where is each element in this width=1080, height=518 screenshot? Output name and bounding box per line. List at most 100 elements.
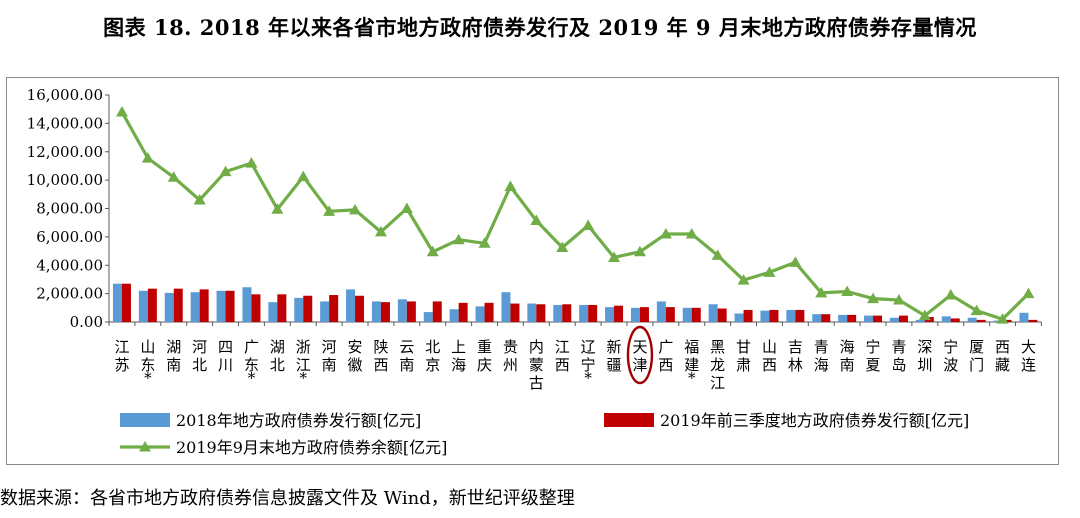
x-category-label-江西: 江西 bbox=[555, 338, 570, 374]
bar-2018-青海 bbox=[812, 314, 822, 322]
bar-2018-黑龙江 bbox=[708, 304, 718, 322]
x-category-label-黑龙江: 黑龙江 bbox=[710, 338, 725, 392]
legend-swatch-1 bbox=[604, 413, 654, 427]
y-tick-label: 4,000.00 bbox=[36, 256, 103, 274]
bar-2018-贵州 bbox=[501, 292, 511, 322]
bar-2019q3-河北 bbox=[199, 289, 209, 322]
x-category-mark: * bbox=[300, 369, 308, 387]
line-point-西藏 bbox=[996, 313, 1009, 324]
line-point-山西 bbox=[763, 266, 776, 277]
line-point-青海 bbox=[815, 286, 828, 298]
bar-2019q3-山东 bbox=[147, 288, 157, 322]
line-point-内蒙古 bbox=[530, 214, 543, 226]
bar-2018-河南 bbox=[320, 301, 330, 322]
line-point-陕西 bbox=[374, 225, 387, 237]
x-category-label-吉林: 吉林 bbox=[788, 338, 803, 374]
bar-2019q3-天津 bbox=[639, 307, 649, 322]
line-point-广西 bbox=[659, 228, 672, 239]
bar-2019q3-安徽 bbox=[355, 295, 365, 322]
bar-2019q3-宁波 bbox=[950, 318, 960, 322]
bar-2019q3-厦门 bbox=[976, 319, 986, 322]
bar-2019q3-四川 bbox=[225, 290, 235, 322]
x-category-label-山西: 山西 bbox=[762, 338, 777, 374]
bar-2018-安徽 bbox=[346, 289, 356, 322]
bar-2019q3-青海 bbox=[821, 314, 831, 322]
bar-2019q3-内蒙古 bbox=[536, 304, 546, 322]
bar-2018-湖南 bbox=[164, 292, 174, 322]
bar-2019q3-西藏 bbox=[1002, 319, 1012, 322]
bar-2018-北京 bbox=[423, 312, 433, 322]
x-category-label-云南: 云南 bbox=[399, 338, 414, 374]
bar-2018-云南 bbox=[397, 299, 407, 322]
x-category-label-青岛: 青岛 bbox=[891, 338, 906, 374]
y-tick-label: 16,000.00 bbox=[27, 86, 103, 104]
y-tick-label: 10,000.00 bbox=[27, 171, 103, 189]
line-point-甘肃 bbox=[737, 274, 750, 285]
legend-swatch-0 bbox=[120, 413, 170, 427]
x-category-label-天津: 天津 bbox=[632, 338, 647, 374]
legend-label-0: 2018年地方政府债券发行额[亿元] bbox=[176, 411, 421, 430]
bar-2018-四川 bbox=[216, 290, 226, 322]
bar-2019q3-北京 bbox=[432, 301, 442, 322]
bar-2019q3-广西 bbox=[665, 307, 675, 322]
y-tick-label: 12,000.00 bbox=[27, 143, 103, 161]
bar-2019q3-海南 bbox=[847, 314, 857, 322]
bar-2019q3-上海 bbox=[458, 302, 468, 322]
y-tick-label: 0.00 bbox=[70, 313, 103, 331]
bar-2019q3-大连 bbox=[1028, 319, 1038, 322]
line-point-深圳 bbox=[918, 309, 931, 321]
x-category-mark: * bbox=[144, 369, 152, 387]
x-category-label-辽宁: 辽宁 bbox=[581, 338, 596, 374]
bar-2018-江苏 bbox=[112, 283, 122, 322]
x-category-label-厦门: 厦门 bbox=[969, 338, 984, 374]
legend-marker-2 bbox=[139, 441, 151, 452]
bar-2019q3-湖南 bbox=[173, 288, 183, 322]
bar-2018-浙江 bbox=[294, 297, 304, 322]
bar-2018-湖北 bbox=[268, 302, 278, 322]
bar-2018-江西 bbox=[553, 304, 563, 322]
bar-2018-上海 bbox=[449, 309, 459, 322]
x-category-label-江苏: 江苏 bbox=[114, 338, 129, 374]
line-point-安徽 bbox=[349, 203, 362, 215]
bar-2018-辽宁 bbox=[579, 304, 589, 322]
x-category-label-广东: 广东 bbox=[244, 338, 259, 374]
x-category-label-陕西: 陕西 bbox=[373, 338, 388, 374]
line-balance-series bbox=[120, 111, 1030, 321]
x-category-label-内蒙古: 内蒙古 bbox=[529, 338, 544, 392]
x-category-label-宁夏: 宁夏 bbox=[866, 338, 881, 374]
bar-2018-广西 bbox=[656, 301, 666, 322]
line-point-福建 bbox=[685, 228, 698, 239]
line-point-北京 bbox=[426, 245, 439, 257]
line-point-贵州 bbox=[504, 180, 517, 192]
line-point-黑龙江 bbox=[711, 249, 724, 260]
line-point-浙江 bbox=[297, 170, 310, 182]
bar-2018-海南 bbox=[838, 314, 848, 322]
x-category-label-甘肃: 甘肃 bbox=[736, 338, 751, 374]
line-point-河南 bbox=[323, 205, 336, 216]
y-tick-label: 6,000.00 bbox=[36, 228, 103, 246]
highlight-circle-天津 bbox=[626, 325, 654, 385]
line-point-湖南 bbox=[167, 171, 180, 182]
bar-2018-内蒙古 bbox=[527, 303, 537, 322]
x-category-label-福建: 福建 bbox=[684, 338, 699, 374]
line-point-河北 bbox=[193, 193, 206, 205]
line-point-新疆 bbox=[608, 251, 621, 262]
line-point-江苏 bbox=[115, 106, 128, 117]
x-category-label-河北: 河北 bbox=[192, 338, 207, 374]
bar-2018-陕西 bbox=[371, 301, 381, 322]
x-category-label-北京: 北京 bbox=[425, 338, 440, 374]
bar-2019q3-福建 bbox=[691, 307, 701, 322]
bar-2018-广东 bbox=[242, 287, 252, 322]
line-point-湖北 bbox=[271, 203, 284, 214]
y-tick-label: 2,000.00 bbox=[36, 285, 103, 303]
legend-label-1: 2019年前三季度地方政府债券发行额[亿元] bbox=[660, 411, 969, 430]
bar-2018-福建 bbox=[682, 307, 692, 322]
bar-2019q3-江西 bbox=[562, 304, 572, 322]
x-category-mark: * bbox=[248, 369, 256, 387]
chart-title: 图表 18. 2018 年以来各省市地方政府债券发行及 2019 年 9 月末地… bbox=[103, 15, 977, 40]
line-point-四川 bbox=[219, 165, 232, 177]
bar-2019q3-新疆 bbox=[614, 305, 624, 322]
line-point-上海 bbox=[452, 233, 465, 245]
bar-2018-山东 bbox=[138, 290, 148, 322]
bar-2019q3-云南 bbox=[406, 301, 416, 322]
